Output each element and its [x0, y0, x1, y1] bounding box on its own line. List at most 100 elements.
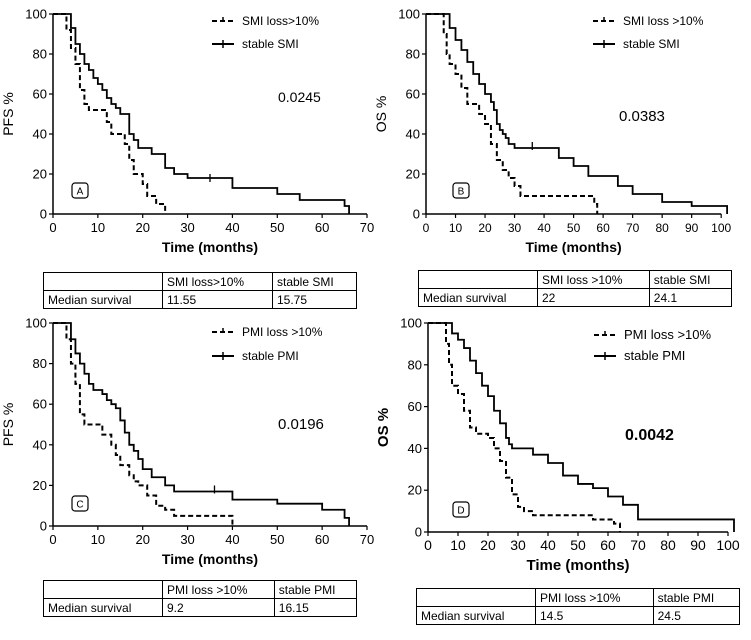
- y-tick-label: 0: [40, 519, 47, 534]
- x-tick-label: 90: [690, 537, 706, 553]
- y-tick-label: 60: [33, 397, 47, 412]
- panel-label-box: [452, 182, 470, 199]
- y-tick-label: 40: [33, 127, 47, 142]
- y-tick-label: 20: [33, 478, 47, 493]
- x-tick-label: 10: [91, 532, 105, 547]
- y-axis-label: OS %: [375, 408, 392, 447]
- x-tick-label: 10: [91, 220, 105, 235]
- x-axis-label: Time (months): [162, 239, 258, 255]
- y-tick-label: 80: [33, 356, 47, 371]
- table-header: stable SMI: [648, 270, 733, 289]
- panel-label: C: [76, 500, 83, 511]
- legend-label: PMI loss >10%: [624, 327, 712, 342]
- median-table-a: SMI loss>10% stable SMI Median survival …: [43, 272, 357, 309]
- x-tick-label: 10: [449, 221, 463, 235]
- y-tick-label: 40: [406, 127, 420, 142]
- y-tick-label: 0: [40, 207, 47, 222]
- y-tick-label: 80: [406, 47, 420, 62]
- legend-label: PMI loss >10%: [242, 325, 323, 339]
- x-tick-label: 90: [685, 221, 699, 235]
- table-cell: 22: [537, 288, 650, 307]
- x-tick-label: 0: [423, 221, 430, 235]
- x-tick-label: 50: [270, 532, 284, 547]
- panel-label-box: [71, 495, 89, 512]
- legend-label: SMI loss>10%: [242, 14, 319, 28]
- table-cell: 24.5: [652, 606, 741, 625]
- y-tick-label: 0: [415, 525, 422, 540]
- series-stable-line: [53, 322, 350, 526]
- table-cell: 9.2: [162, 598, 275, 617]
- series-stable-line: [53, 13, 350, 214]
- y-tick-label: 80: [33, 47, 47, 62]
- x-tick-label: 10: [450, 537, 466, 553]
- y-axis-label: PFS %: [0, 403, 16, 447]
- median-table-b: SMI loss >10% stable SMI Median survival…: [418, 270, 733, 307]
- y-tick-label: 100: [25, 7, 47, 22]
- x-axis-label: Time (months): [525, 239, 621, 255]
- x-tick-label: 80: [660, 537, 676, 553]
- x-tick-label: 40: [540, 537, 556, 553]
- panel-label: A: [77, 187, 84, 198]
- table-header: stable PMI: [652, 588, 741, 607]
- y-axis-label: OS %: [373, 96, 389, 133]
- table-cell: 14.5: [535, 606, 654, 625]
- y-tick-label: 40: [408, 441, 422, 456]
- legend-label: stable PMI: [624, 348, 685, 363]
- legend-label: SMI loss >10%: [623, 14, 704, 28]
- table-row: Median survival 9.2 16.15: [43, 598, 358, 617]
- x-tick-label: 50: [270, 220, 284, 235]
- x-tick-label: 60: [600, 537, 616, 553]
- table-header-row: SMI loss >10% stable SMI: [418, 270, 733, 289]
- y-tick-label: 60: [408, 399, 422, 414]
- x-tick-label: 40: [537, 221, 551, 235]
- table-cell: 15.75: [272, 290, 357, 309]
- median-table-c: PMI loss >10% stable PMI Median survival…: [43, 580, 358, 617]
- y-tick-label: 80: [408, 357, 422, 372]
- x-tick-label: 60: [315, 532, 329, 547]
- table-row: Median survival 22 24.1: [418, 288, 733, 307]
- table-row-label: Median survival: [416, 606, 536, 625]
- y-axis-label: PFS %: [0, 92, 16, 136]
- table-header: PMI loss >10%: [535, 588, 654, 607]
- table-row-label: Median survival: [43, 598, 163, 617]
- y-tick-label: 100: [400, 316, 422, 331]
- x-tick-label: 40: [225, 532, 239, 547]
- x-tick-label: 40: [225, 220, 239, 235]
- x-tick-label: 0: [49, 532, 56, 547]
- x-tick-label: 70: [630, 537, 646, 553]
- table-header-row: SMI loss>10% stable SMI: [43, 272, 357, 291]
- x-tick-label: 30: [180, 220, 194, 235]
- x-tick-label: 60: [596, 221, 610, 235]
- x-tick-label: 70: [626, 221, 640, 235]
- x-tick-label: 30: [510, 537, 526, 553]
- y-tick-label: 60: [406, 87, 420, 102]
- table-header: stable SMI: [272, 272, 357, 291]
- panel-label: B: [458, 187, 465, 198]
- x-tick-label: 50: [570, 537, 586, 553]
- table-header-row: PMI loss >10% stable PMI: [416, 588, 741, 607]
- x-tick-label: 20: [135, 220, 149, 235]
- x-tick-label: 0: [424, 537, 432, 553]
- x-tick-label: 30: [508, 221, 522, 235]
- legend-label: stable SMI: [242, 37, 299, 51]
- x-tick-label: 70: [360, 220, 374, 235]
- table-cell: 24.1: [648, 288, 733, 307]
- p-value-label: 0.0196: [278, 416, 324, 433]
- x-tick-label: 20: [478, 221, 492, 235]
- table-header-row: PMI loss >10% stable PMI: [43, 580, 358, 599]
- table-row: Median survival 14.5 24.5: [416, 606, 741, 625]
- y-tick-label: 20: [408, 483, 422, 498]
- series-loss-line: [53, 13, 167, 214]
- table-cell: 11.55: [162, 290, 273, 309]
- series-loss-line: [428, 322, 621, 532]
- x-tick-label: 100: [711, 221, 731, 235]
- x-tick-label: 80: [655, 221, 669, 235]
- x-tick-label: 30: [180, 532, 194, 547]
- y-tick-label: 20: [406, 167, 420, 182]
- x-tick-label: 70: [360, 532, 374, 547]
- median-table-d: PMI loss >10% stable PMI Median survival…: [416, 588, 741, 625]
- legend-label: stable SMI: [623, 37, 680, 51]
- table-header: SMI loss >10%: [537, 270, 650, 289]
